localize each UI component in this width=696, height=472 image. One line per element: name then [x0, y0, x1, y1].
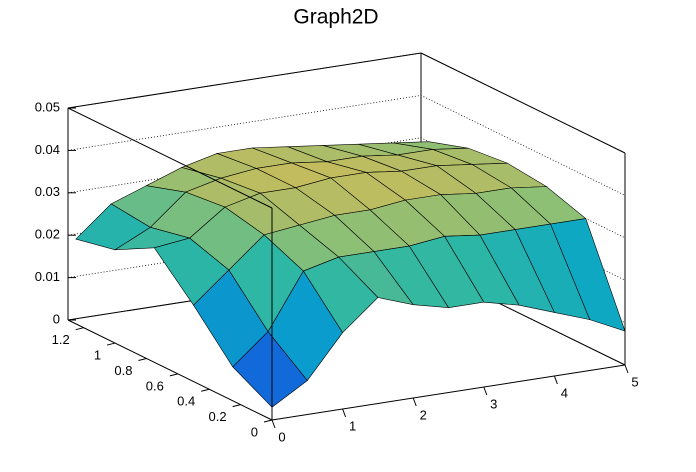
x-tick [412, 397, 417, 407]
grid-line [67, 52, 626, 154]
y-tick [106, 342, 116, 346]
y-tick-label: 0.4 [177, 394, 195, 409]
x-tick [271, 419, 276, 429]
frame [271, 364, 626, 421]
z-tick-label: 0.04 [35, 142, 60, 157]
frame [420, 52, 626, 154]
y-tick-label: 0.2 [209, 409, 227, 424]
frame [67, 319, 273, 421]
surface-cell [232, 331, 308, 408]
y-tick [138, 357, 147, 361]
chart-title: Graph2D [293, 6, 378, 29]
z-tick-label: 0.02 [35, 227, 60, 242]
x-tick-label: 0 [278, 429, 285, 444]
x-tick-label: 3 [490, 396, 497, 411]
x-tick [483, 386, 488, 396]
frame [67, 107, 273, 209]
y-tick-label: 0.8 [114, 363, 132, 378]
y-tick [169, 373, 178, 377]
y-tick [75, 327, 84, 331]
x-tick [624, 364, 629, 374]
y-tick-label: 0 [251, 424, 258, 439]
x-tick-label: 5 [631, 374, 638, 389]
y-tick-label: 0.6 [146, 378, 164, 393]
x-tick-label: 4 [561, 385, 568, 400]
z-tick-label: 0.05 [35, 99, 60, 114]
y-tick-label: 1.2 [52, 332, 70, 347]
x-tick-label: 1 [349, 418, 356, 433]
z-tick-label: 0 [53, 311, 60, 326]
z-tick-label: 0.01 [35, 269, 60, 284]
y-tick [263, 419, 273, 423]
x-tick-label: 2 [420, 407, 427, 422]
x-tick [342, 408, 347, 418]
x-tick [553, 375, 558, 385]
frame [67, 52, 422, 109]
y-tick [201, 388, 210, 392]
y-tick-label: 1 [94, 348, 101, 363]
y-tick [232, 404, 241, 408]
z-tick-label: 0.03 [35, 184, 60, 199]
